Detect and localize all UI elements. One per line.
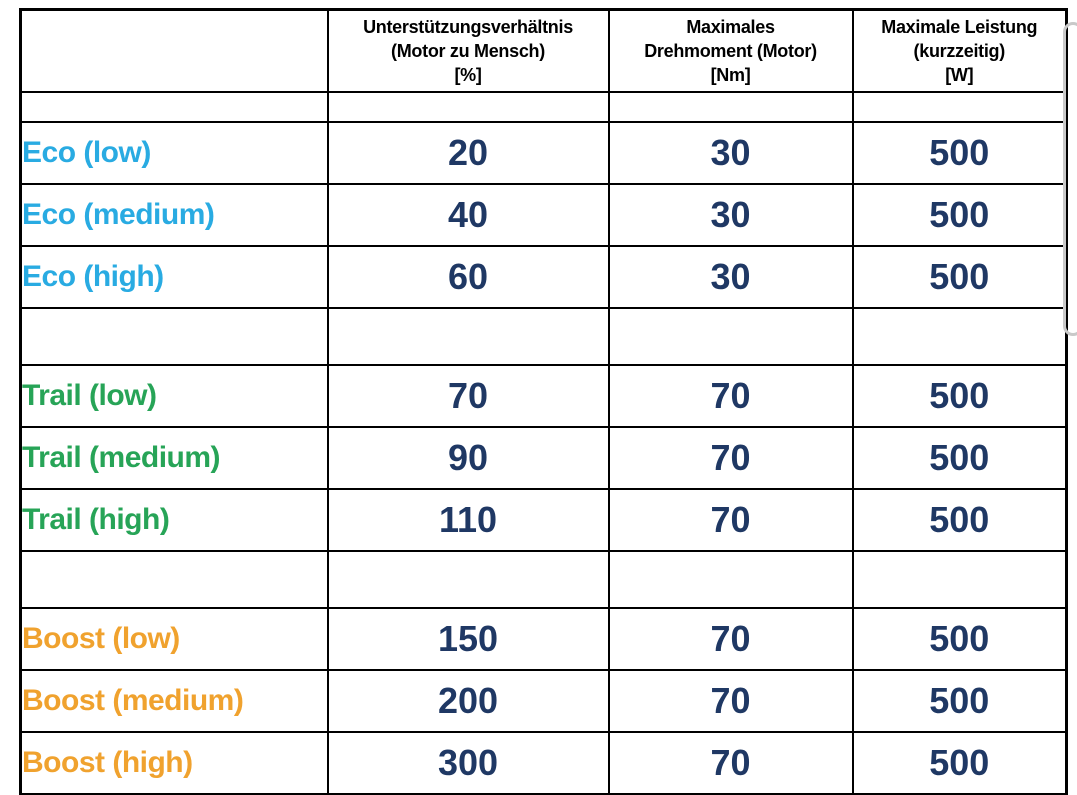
value-cell: 70 bbox=[326, 364, 610, 428]
value-cell: 500 bbox=[851, 669, 1068, 733]
value-cell: 500 bbox=[851, 121, 1068, 185]
spacer-cell bbox=[607, 91, 854, 123]
value-cell: 70 bbox=[607, 364, 854, 428]
mode-label-trail: Trail (medium) bbox=[19, 426, 329, 490]
value-cell: 70 bbox=[607, 731, 854, 795]
table-row: Trail (low) 70 70 500 bbox=[19, 364, 1068, 428]
value-cell: 70 bbox=[607, 607, 854, 671]
spacer-cell bbox=[851, 307, 1068, 366]
column-header-max-torque: Maximales Drehmoment (Motor) [Nm] bbox=[607, 8, 854, 93]
corner-cell-empty bbox=[19, 8, 329, 93]
spacer-cell bbox=[19, 91, 329, 123]
mode-label-boost: Boost (low) bbox=[19, 607, 329, 671]
value-cell: 30 bbox=[607, 183, 854, 247]
mode-label-trail: Trail (low) bbox=[19, 364, 329, 428]
spacer-cell bbox=[19, 550, 329, 609]
table-row: Eco (high) 60 30 500 bbox=[19, 245, 1068, 309]
value-cell: 500 bbox=[851, 488, 1068, 552]
mode-label-eco: Eco (medium) bbox=[19, 183, 329, 247]
value-cell: 500 bbox=[851, 426, 1068, 490]
value-cell: 70 bbox=[607, 488, 854, 552]
value-cell: 60 bbox=[326, 245, 610, 309]
value-cell: 150 bbox=[326, 607, 610, 671]
value-cell: 30 bbox=[607, 121, 854, 185]
value-cell: 30 bbox=[607, 245, 854, 309]
spacer-cell bbox=[851, 91, 1068, 123]
spacer-cell bbox=[607, 550, 854, 609]
spacer-row bbox=[19, 307, 1068, 366]
table-row: Boost (low) 150 70 500 bbox=[19, 607, 1068, 671]
scrollbar-thumb[interactable] bbox=[1063, 22, 1077, 336]
value-cell: 110 bbox=[326, 488, 610, 552]
value-cell: 500 bbox=[851, 245, 1068, 309]
value-cell: 500 bbox=[851, 731, 1068, 795]
value-cell: 200 bbox=[326, 669, 610, 733]
value-cell: 500 bbox=[851, 183, 1068, 247]
table-row: Eco (low) 20 30 500 bbox=[19, 121, 1068, 185]
mode-label-trail: Trail (high) bbox=[19, 488, 329, 552]
mode-label-boost: Boost (medium) bbox=[19, 669, 329, 733]
table-header-row: Unterstützungsverhältnis (Motor zu Mensc… bbox=[19, 8, 1068, 93]
mode-label-eco: Eco (low) bbox=[19, 121, 329, 185]
table-body: Eco (low) 20 30 500 Eco (medium) 40 30 500 Eco (… bbox=[19, 91, 1068, 795]
value-cell: 20 bbox=[326, 121, 610, 185]
table-row: Eco (medium) 40 30 500 bbox=[19, 183, 1068, 247]
table-row: Trail (high) 110 70 500 bbox=[19, 488, 1068, 552]
spacer-cell bbox=[851, 550, 1068, 609]
value-cell: 70 bbox=[607, 669, 854, 733]
mode-label-eco: Eco (high) bbox=[19, 245, 329, 309]
spacer-cell bbox=[19, 307, 329, 366]
spacer-cell bbox=[326, 550, 610, 609]
spacer-cell bbox=[326, 91, 610, 123]
spacer-cell bbox=[326, 307, 610, 366]
value-cell: 300 bbox=[326, 731, 610, 795]
assist-settings-table: Unterstützungsverhältnis (Motor zu Mensc… bbox=[19, 8, 1068, 795]
value-cell: 500 bbox=[851, 607, 1068, 671]
spacer-row bbox=[19, 550, 1068, 609]
column-header-assist-ratio: Unterstützungsverhältnis (Motor zu Mensc… bbox=[326, 8, 610, 93]
value-cell: 40 bbox=[326, 183, 610, 247]
table-row: Boost (high) 300 70 500 bbox=[19, 731, 1068, 795]
table-row: Boost (medium) 200 70 500 bbox=[19, 669, 1068, 733]
value-cell: 500 bbox=[851, 364, 1068, 428]
column-header-max-power: Maximale Leistung (kurzzeitig) [W] bbox=[851, 8, 1068, 93]
value-cell: 90 bbox=[326, 426, 610, 490]
table-row: Trail (medium) 90 70 500 bbox=[19, 426, 1068, 490]
value-cell: 70 bbox=[607, 426, 854, 490]
mode-label-boost: Boost (high) bbox=[19, 731, 329, 795]
spacer-cell bbox=[607, 307, 854, 366]
spacer-row bbox=[19, 91, 1068, 123]
